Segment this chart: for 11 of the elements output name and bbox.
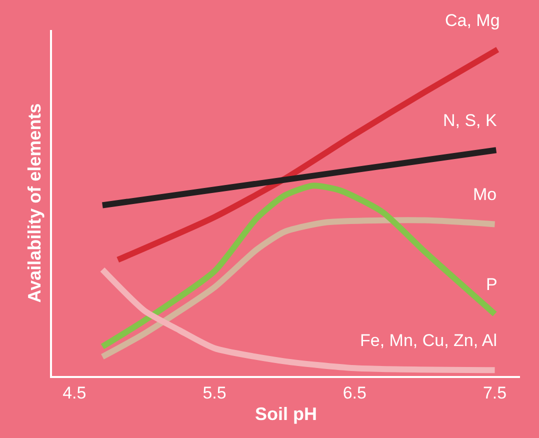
series-label: N, S, K [443, 111, 498, 130]
x-tick-label: 6.5 [342, 383, 366, 402]
x-tick-label: 5.5 [202, 383, 226, 402]
x-tick-label: 7.5 [482, 383, 507, 402]
x-axis-title: Soil pH [255, 404, 317, 424]
x-tick-label: 4.5 [62, 383, 86, 402]
y-axis-title: Availability of elements [24, 103, 45, 303]
series-label: Fe, Mn, Cu, Zn, Al [360, 331, 497, 350]
series-label: P [486, 275, 498, 294]
series-label: Mo [473, 185, 497, 204]
series-label: Ca, Mg [445, 11, 500, 30]
